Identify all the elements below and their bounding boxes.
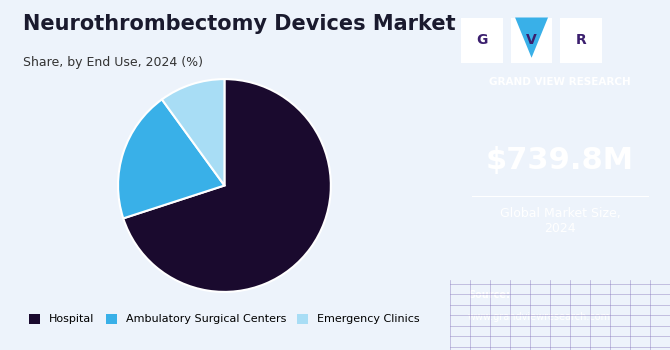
Text: G: G (476, 33, 488, 47)
Wedge shape (162, 79, 224, 186)
Text: V: V (526, 33, 537, 47)
Text: R: R (576, 33, 586, 47)
Text: Source:: Source: (468, 290, 510, 301)
Text: $739.8M: $739.8M (486, 147, 634, 175)
Wedge shape (123, 79, 331, 292)
Text: Global Market Size,
2024: Global Market Size, 2024 (500, 206, 620, 235)
Text: GRAND VIEW RESEARCH: GRAND VIEW RESEARCH (489, 77, 631, 87)
Wedge shape (118, 99, 224, 218)
FancyBboxPatch shape (511, 18, 553, 63)
FancyBboxPatch shape (461, 18, 503, 63)
Text: Neurothrombectomy Devices Market: Neurothrombectomy Devices Market (23, 14, 455, 34)
Text: Share, by End Use, 2024 (%): Share, by End Use, 2024 (%) (23, 56, 202, 69)
Text: www.grandviewresearch.com: www.grandviewresearch.com (468, 312, 611, 322)
Legend: Hospital, Ambulatory Surgical Centers, Emergency Clinics: Hospital, Ambulatory Surgical Centers, E… (25, 309, 424, 329)
Polygon shape (515, 18, 548, 58)
FancyBboxPatch shape (560, 18, 602, 63)
